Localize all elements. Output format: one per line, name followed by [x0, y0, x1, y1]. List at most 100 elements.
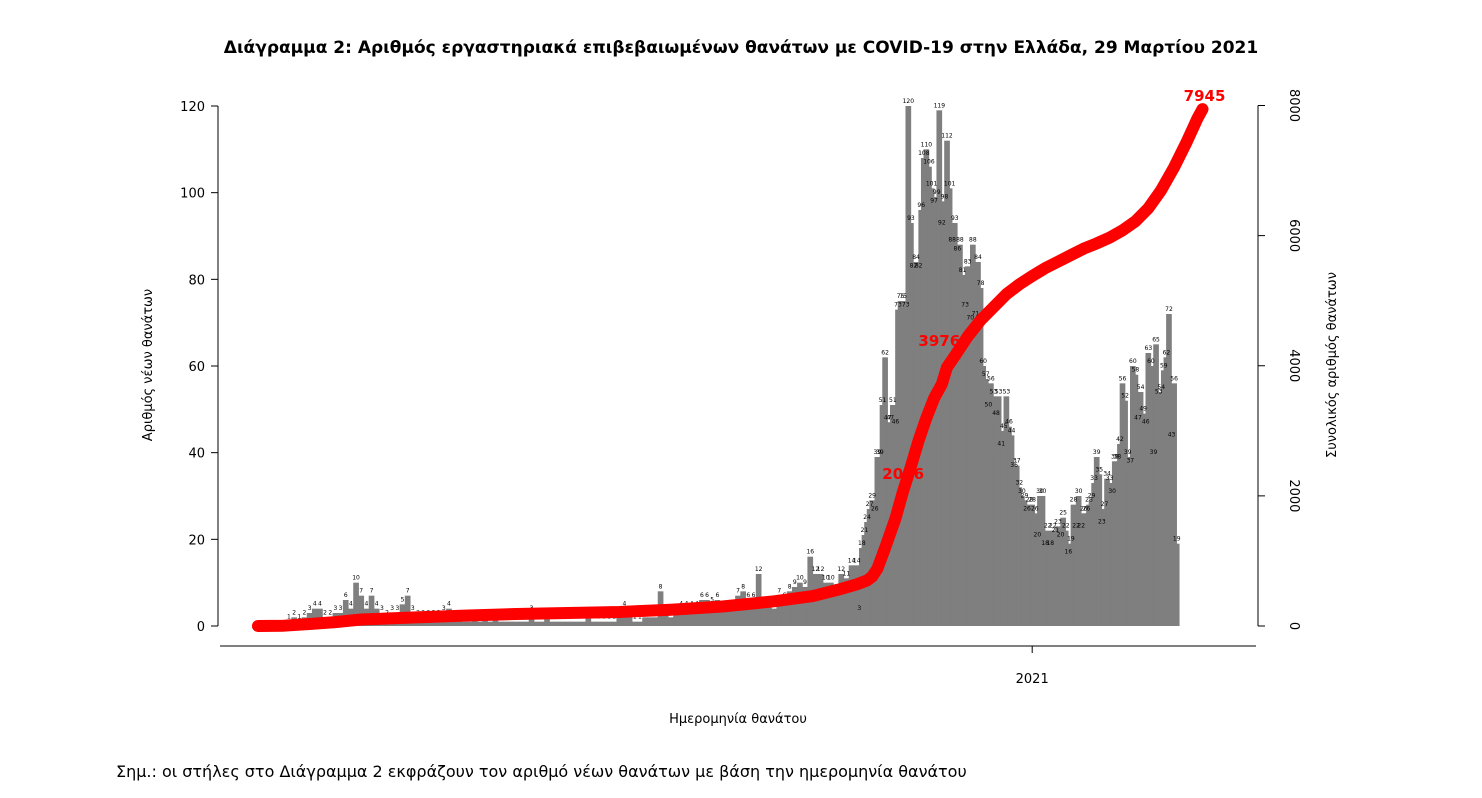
bar-label: 92 — [938, 219, 946, 226]
bar-label: 32 — [1015, 479, 1023, 486]
bar — [559, 621, 566, 626]
bar-label: 22 — [1072, 523, 1080, 530]
bar-label: 5 — [710, 596, 714, 603]
bar-label: 10 — [796, 575, 804, 582]
bar-label: 82 — [910, 263, 918, 270]
bar-label: 82 — [915, 263, 923, 270]
bar — [539, 621, 545, 626]
bar-label: 47 — [886, 414, 894, 421]
annotation-label: 7945 — [1184, 87, 1226, 105]
bar — [600, 621, 607, 626]
bar-label: 22 — [1077, 523, 1085, 530]
bar-label: 16 — [806, 549, 814, 556]
bar — [595, 621, 602, 626]
bar-label: 6 — [700, 592, 704, 599]
bar-label: 11 — [843, 570, 851, 577]
bar-label: 30 — [1036, 488, 1044, 495]
bar-label: 7 — [736, 588, 740, 595]
bar-label: 54 — [1157, 384, 1165, 391]
bar-label: 39 — [1124, 449, 1132, 456]
bar — [477, 621, 483, 626]
bar-label: 47 — [1134, 414, 1142, 421]
bar-label: 23 — [1098, 518, 1106, 525]
bar — [714, 600, 721, 626]
bar — [776, 595, 783, 626]
cumulative-line-path — [252, 103, 1209, 632]
bar-label: 12 — [837, 566, 845, 573]
bar-label: 21 — [1052, 527, 1060, 534]
right-tick-label: 0 — [1286, 622, 1301, 630]
bar — [626, 617, 633, 626]
bar-label: 6 — [752, 592, 756, 599]
bar-label: 56 — [987, 375, 995, 382]
bar — [533, 621, 540, 626]
bar-label: 53 — [1155, 388, 1163, 395]
bar — [631, 621, 638, 626]
bar — [518, 621, 525, 626]
bar-label: 4 — [318, 601, 322, 608]
bar-series — [286, 106, 1180, 627]
bar — [730, 608, 736, 626]
bar — [791, 587, 798, 626]
bar — [833, 591, 839, 626]
bar — [760, 604, 767, 626]
bar-label: 8 — [659, 583, 663, 590]
bar — [564, 621, 571, 626]
bar-label: 42 — [1116, 436, 1124, 443]
bar-label: 3 — [857, 605, 861, 612]
bar-label: 84 — [912, 254, 920, 261]
bar-label: 106 — [923, 159, 935, 166]
bar-label: 50 — [985, 401, 993, 408]
bar-label: 99 — [933, 189, 941, 196]
bar-label: 19 — [1173, 536, 1181, 543]
bar — [466, 621, 473, 626]
bar-label: 59 — [1160, 362, 1168, 369]
bar — [838, 574, 845, 626]
bar-label: 2 — [303, 609, 307, 616]
bar — [616, 617, 623, 626]
bar-label: 4 — [623, 601, 627, 608]
bar-label: 12 — [755, 566, 763, 573]
bar-label: 29 — [1021, 492, 1029, 499]
bar-label: 65 — [1152, 336, 1160, 343]
bar — [1173, 543, 1180, 626]
bar-label: 39 — [874, 449, 882, 456]
bar-label: 35 — [1095, 466, 1103, 473]
bar-label: 14 — [853, 557, 861, 564]
bar — [678, 608, 685, 626]
bar-label: 73 — [961, 302, 969, 309]
bar — [662, 613, 669, 626]
bar-label: 51 — [879, 397, 887, 404]
left-tick-label: 120 — [180, 100, 205, 115]
bar-label: 29 — [868, 492, 876, 499]
bar-label: 26 — [1083, 505, 1091, 512]
x-axis-label: Ημερομηνία θανάτου — [669, 712, 807, 727]
bar-label: 7 — [777, 588, 781, 595]
x-tick-label: 2021 — [1016, 672, 1049, 687]
bar-label: 3 — [411, 605, 415, 612]
bar-label: 3 — [380, 605, 384, 612]
bar — [554, 621, 561, 626]
left-tick-label: 40 — [188, 447, 205, 462]
bar-label: 28 — [1070, 497, 1078, 504]
bar-label: 56 — [1170, 375, 1178, 382]
bar-label: 26 — [1031, 505, 1039, 512]
bar-label: 81 — [959, 267, 967, 274]
bar-label: 60 — [979, 358, 987, 365]
bar — [853, 565, 860, 626]
bar-label: 46 — [892, 419, 900, 426]
bar — [822, 582, 829, 626]
bar — [549, 621, 556, 626]
bar — [637, 621, 643, 626]
bar-label: 33 — [1106, 475, 1114, 482]
bar-label: 28 — [1026, 497, 1034, 504]
bar-label: 73 — [894, 302, 902, 309]
bar-label: 10 — [822, 575, 830, 582]
bar-label: 3 — [390, 605, 394, 612]
bar — [802, 587, 808, 626]
bar-label: 7 — [406, 588, 410, 595]
bar — [508, 621, 514, 626]
bar-label: 38 — [1111, 453, 1119, 460]
bar-label: 96 — [917, 202, 925, 209]
